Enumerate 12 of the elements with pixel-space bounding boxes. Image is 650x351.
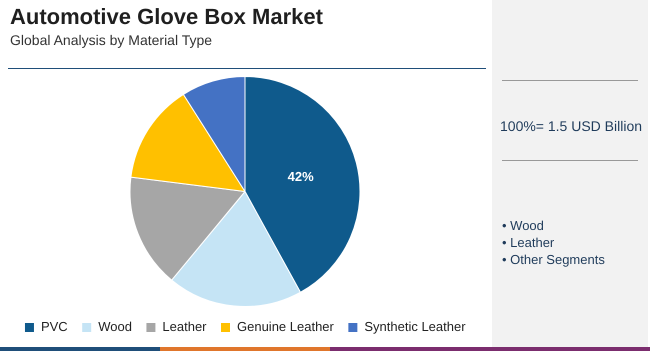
text: 100%= 1.5 USD Billion: [500, 118, 642, 134]
legend-label: PVC: [40, 319, 68, 334]
legend-label: Leather: [162, 319, 208, 334]
chart-subtitle: Global Analysis by Material Type: [10, 32, 212, 48]
legend-label: Wood: [98, 319, 132, 334]
text: • Leather: [502, 235, 556, 250]
data-label: 42%: [288, 168, 314, 184]
legend-label: Synthetic Leather: [364, 319, 466, 334]
text: • Wood: [502, 218, 545, 233]
chart-title: Automotive Glove Box Market: [10, 4, 323, 30]
text: • Other Segments: [502, 252, 605, 267]
legend-label: Genuine Leather: [237, 319, 335, 334]
